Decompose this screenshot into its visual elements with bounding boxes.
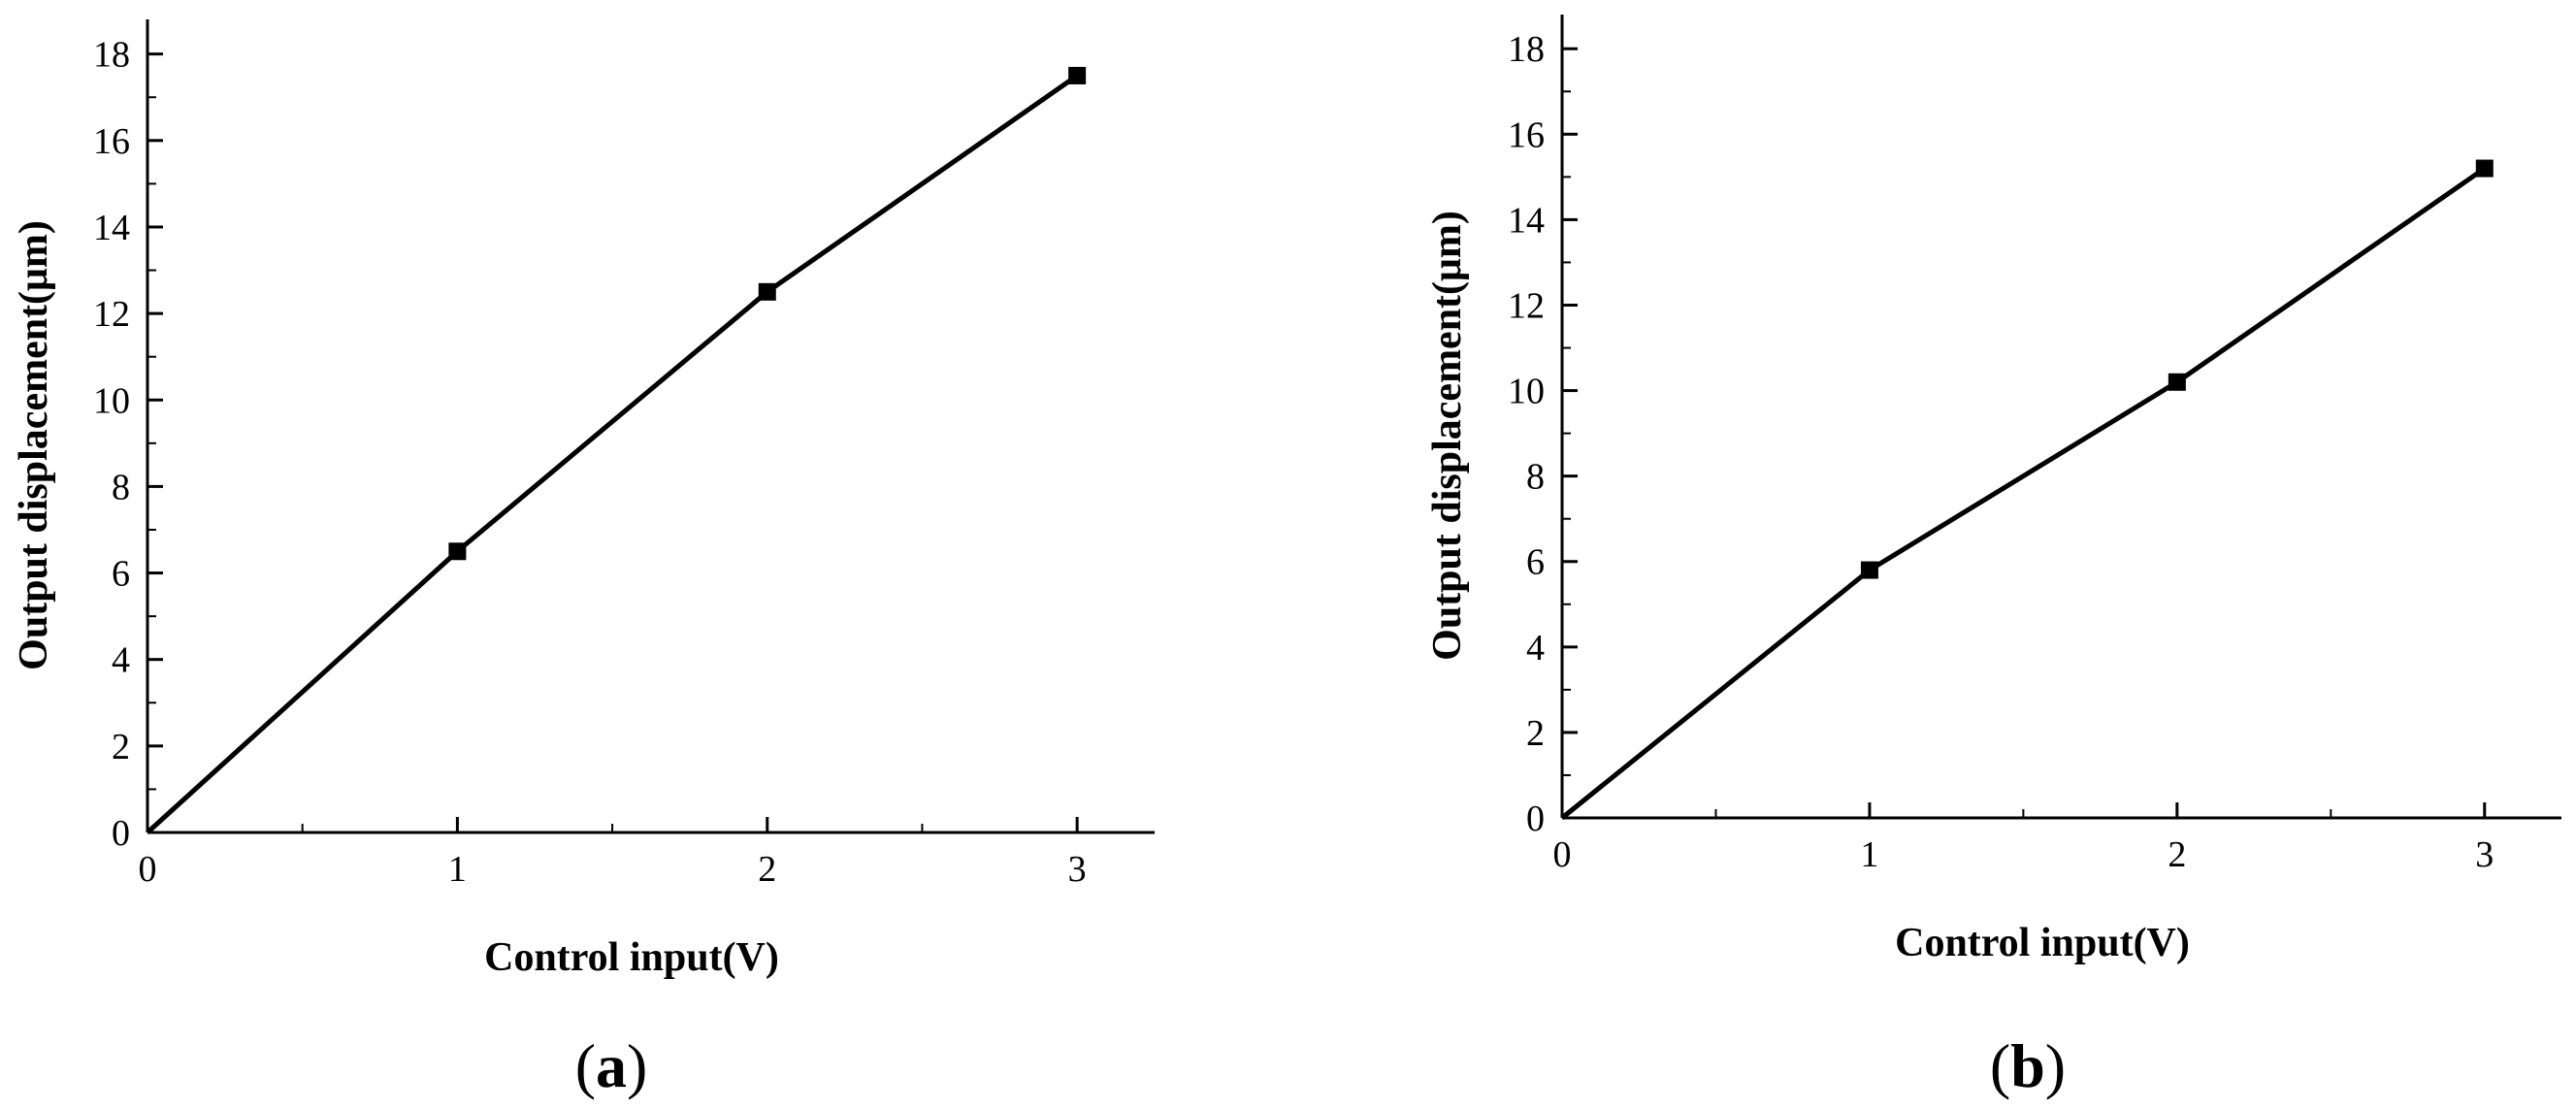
data-point-marker xyxy=(2168,373,2186,391)
y-tick-label: 8 xyxy=(112,467,130,507)
x-tick-label: 1 xyxy=(448,849,467,890)
x-tick-label: 0 xyxy=(1553,834,1572,875)
data-point-marker xyxy=(448,542,467,561)
series-line xyxy=(146,73,1079,834)
x-tick-label: 2 xyxy=(2168,834,2186,875)
y-tick-label: 10 xyxy=(93,380,130,421)
data-point-marker xyxy=(1860,561,1878,579)
x-axis-title: Control input(V) xyxy=(484,935,779,980)
data-point-marker xyxy=(2475,159,2494,178)
y-tick-label: 2 xyxy=(1526,713,1545,754)
series-line xyxy=(1560,166,2487,820)
y-tick-label: 4 xyxy=(112,640,130,681)
y-tick-label: 0 xyxy=(112,813,130,854)
y-tick-label: 18 xyxy=(1508,29,1545,70)
y-tick-label: 12 xyxy=(93,294,130,335)
y-axis-title: Output displacement(μm) xyxy=(12,220,56,670)
y-tick-label: 2 xyxy=(112,727,130,767)
panel-label-a: (a) xyxy=(575,1031,648,1100)
y-tick-label: 0 xyxy=(1526,799,1545,839)
y-tick-label: 6 xyxy=(112,554,130,595)
x-tick-label: 3 xyxy=(1068,849,1087,890)
y-tick-label: 8 xyxy=(1526,457,1545,498)
x-axis-title: Control input(V) xyxy=(1895,921,2190,965)
y-tick-label: 16 xyxy=(93,121,130,162)
y-tick-label: 14 xyxy=(1508,200,1545,241)
y-tick-label: 14 xyxy=(93,208,130,248)
x-tick-label: 2 xyxy=(758,849,776,890)
y-tick-label: 12 xyxy=(1508,285,1545,326)
x-tick-label: 3 xyxy=(2475,834,2494,875)
data-point-marker xyxy=(758,282,776,301)
x-tick-label: 1 xyxy=(1860,834,1878,875)
y-tick-label: 18 xyxy=(93,35,130,76)
y-tick-label: 6 xyxy=(1526,542,1545,583)
y-tick-label: 4 xyxy=(1526,628,1545,669)
y-axis-title: Output displacement(μm) xyxy=(1425,211,1470,661)
y-tick-label: 16 xyxy=(1508,114,1545,155)
panel-label-b: (b) xyxy=(1990,1031,2066,1100)
x-tick-label: 0 xyxy=(139,849,157,890)
data-point-marker xyxy=(1068,66,1087,84)
y-tick-label: 10 xyxy=(1508,372,1545,412)
